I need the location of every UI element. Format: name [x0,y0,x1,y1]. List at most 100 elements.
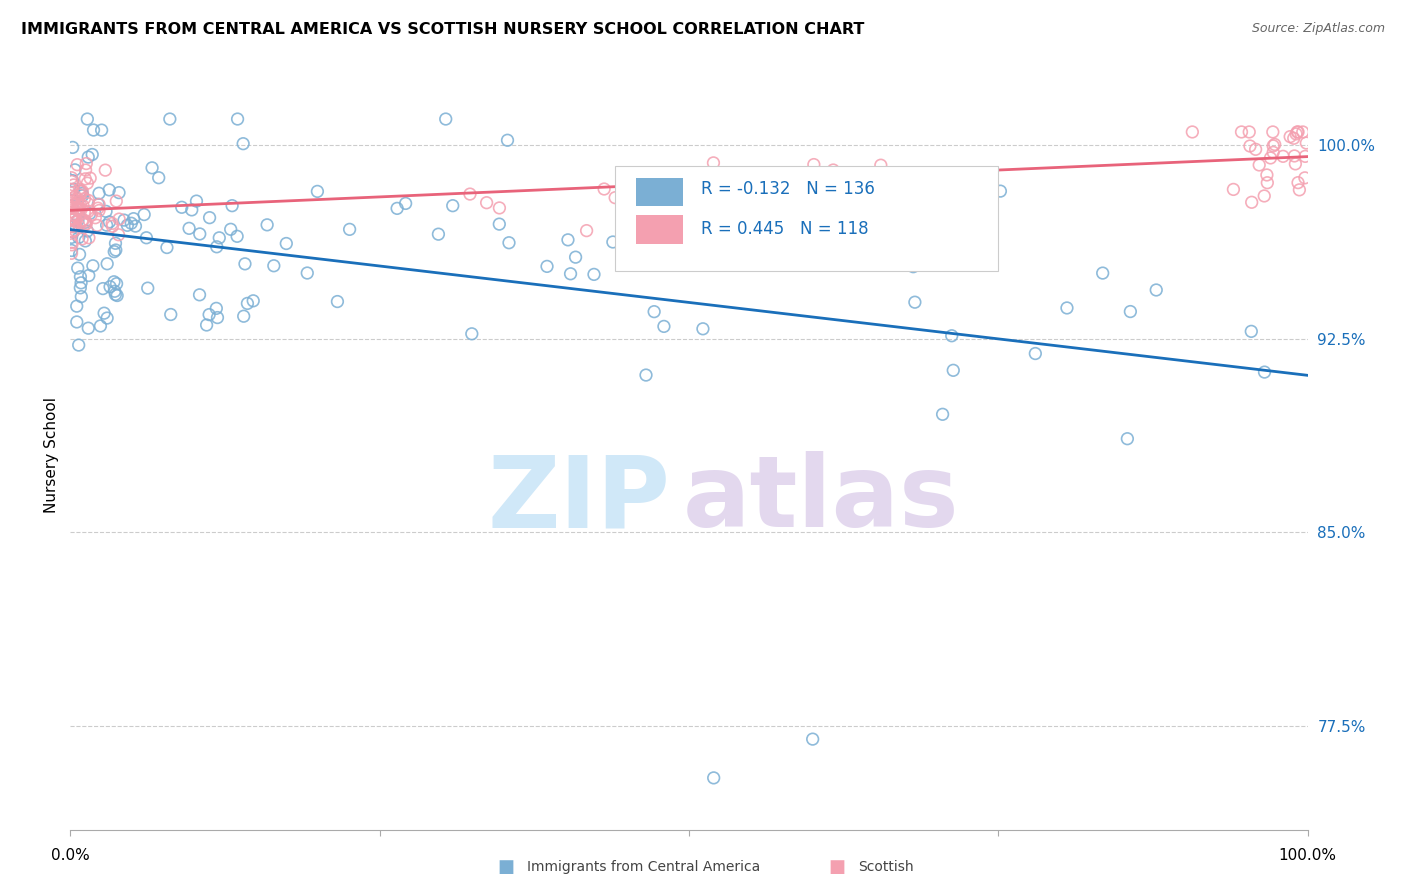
Point [89,197,111,211]
Point [148,170,170,185]
Point [66,195,89,210]
Point [66,261,89,276]
Point [62,182,84,196]
Point [122,211,145,226]
Point [63,162,86,177]
Point [205,240,228,254]
Point [1024,346,1046,360]
Point [104,287,127,301]
Point [77,194,100,208]
Point [60,194,83,208]
Point [236,296,259,310]
Point [742,166,765,180]
Point [105,194,128,208]
Point [67,197,90,211]
Point [96,311,118,326]
Point [94,163,117,178]
Point [91,282,114,296]
Point [62,200,84,214]
Point [1288,183,1310,197]
Point [1264,137,1286,152]
Point [63,223,86,237]
Point [1285,127,1308,141]
Point [124,219,146,233]
Point [307,185,329,199]
Point [159,308,181,322]
Point [69,184,91,198]
Point [70,290,93,304]
Text: ZIP: ZIP [488,451,671,549]
Point [104,243,127,257]
Point [232,310,254,324]
Point [96,257,118,271]
Point [60,204,83,219]
Point [1261,125,1284,139]
Point [66,202,89,217]
Point [60,202,83,216]
Point [77,321,100,335]
Point [65,219,87,233]
Point [75,163,97,178]
FancyBboxPatch shape [614,167,998,271]
Point [98,279,121,293]
Text: IMMIGRANTS FROM CENTRAL AMERICA VS SCOTTISH NURSERY SCHOOL CORRELATION CHART: IMMIGRANTS FROM CENTRAL AMERICA VS SCOTT… [21,22,865,37]
Point [652,178,675,193]
Point [79,171,101,186]
Point [62,140,84,154]
Point [823,163,845,178]
Point [66,202,89,216]
Point [475,195,498,210]
Point [107,227,129,242]
Text: ■: ■ [498,858,515,876]
Point [1249,158,1271,172]
Point [198,211,221,225]
Point [1282,131,1305,145]
Point [90,123,112,137]
Point [141,161,163,175]
Point [675,199,697,213]
Point [83,123,105,137]
Text: atlas: atlas [683,451,959,549]
Point [75,172,97,186]
Point [821,190,844,204]
Point [221,199,243,213]
Point [87,197,110,211]
Point [60,244,83,258]
Point [186,194,208,208]
Point [263,259,285,273]
Point [648,198,671,212]
Point [177,221,200,235]
Point [103,275,125,289]
Point [942,363,965,377]
Point [75,234,97,248]
Point [198,308,221,322]
Point [72,184,94,198]
Point [67,230,90,244]
Point [233,257,256,271]
Point [1260,151,1282,165]
Point [60,224,83,238]
Point [208,231,231,245]
Point [461,326,484,341]
Point [1116,432,1139,446]
Point [108,212,131,227]
Point [67,182,90,196]
Point [69,187,91,202]
Bar [636,178,683,206]
Point [101,216,124,230]
Point [112,213,135,227]
Point [180,202,202,217]
Point [76,112,98,126]
Point [105,277,128,291]
Point [136,281,159,295]
Point [1286,125,1309,139]
Point [69,202,91,216]
Point [763,200,786,214]
Point [60,195,83,210]
Point [66,315,89,329]
Point [1256,176,1278,190]
Point [188,227,211,241]
Point [69,247,91,261]
Point [70,214,93,228]
Point [66,299,89,313]
